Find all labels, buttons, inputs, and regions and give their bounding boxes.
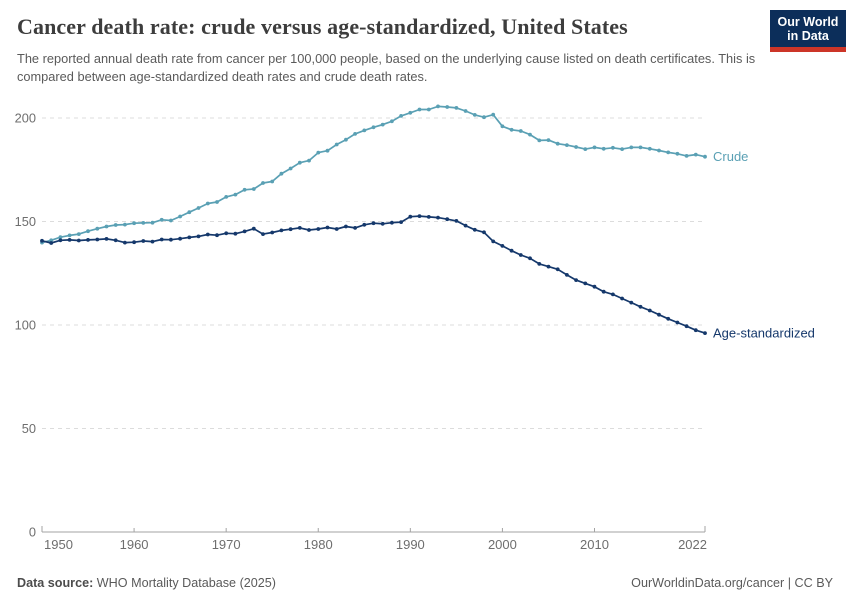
x-tick-label-1980: 1980 [304,537,333,552]
credit-link[interactable]: OurWorldinData.org/cancer [631,576,785,590]
x-tick-label-1960: 1960 [120,537,149,552]
y-tick-label-200: 200 [15,111,36,126]
owid-logo-line2: in Data [787,28,829,43]
data-source-value: WHO Mortality Database (2025) [93,576,276,590]
crude-series-label[interactable]: Crude [713,149,748,164]
y-tick-label-50: 50 [22,421,36,436]
owid-logo: Our World in Data [770,10,846,52]
x-tick-label-2010: 2010 [580,537,609,552]
y-tick-label-150: 150 [15,214,36,229]
age-standardized-line[interactable] [41,215,706,334]
chart-footer: Data source: WHO Mortality Database (202… [17,576,833,590]
x-tick-label-1950: 1950 [44,537,73,552]
x-tick-label-1990: 1990 [396,537,425,552]
credit-license: | CC BY [784,576,833,590]
x-tick-label-2022: 2022 [678,537,707,552]
crude-markers [40,104,707,245]
data-source: Data source: WHO Mortality Database (202… [17,576,276,590]
x-tick-label-2000: 2000 [488,537,517,552]
y-tick-label-100: 100 [15,318,36,333]
y-tick-label-0: 0 [29,525,36,540]
age-standardized-series-label[interactable]: Age-standardized [713,326,815,341]
owid-logo-line1: Our World [777,14,839,29]
age-standardized-markers [40,214,707,335]
data-source-label: Data source: [17,576,94,590]
page-title: Cancer death rate: crude versus age-stan… [17,14,628,39]
credit: OurWorldinData.org/cancer | CC BY [631,576,833,590]
x-tick-label-1970: 1970 [212,537,241,552]
chart-subtitle: The reported annual death rate from canc… [17,51,756,85]
chart-svg: 0 50 100 150 200 1950 1960 1970 1980 1990 2000 2010… [15,104,815,552]
